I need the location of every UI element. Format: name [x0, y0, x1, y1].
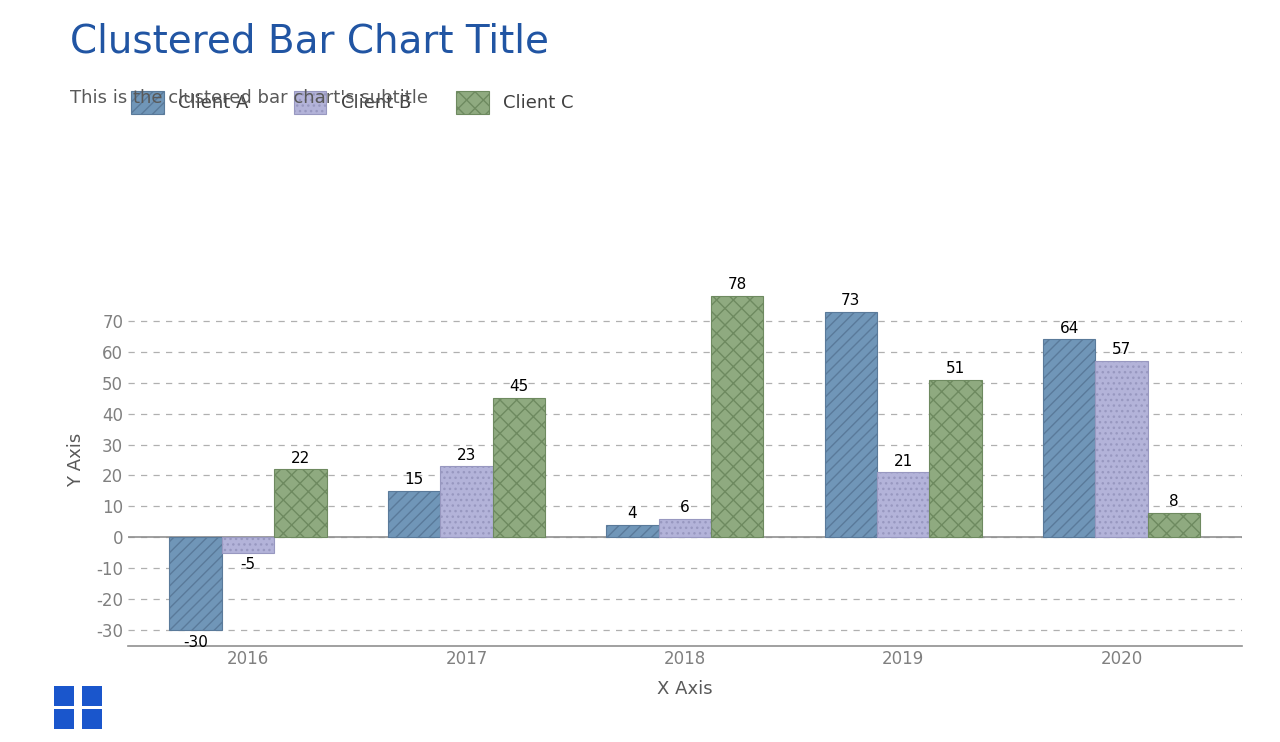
Text: -30: -30 [183, 634, 209, 650]
Text: 45: 45 [509, 379, 529, 395]
Bar [710, 296, 763, 537]
Bar [607, 525, 659, 537]
Text: 4: 4 [627, 506, 637, 521]
Text: -5: -5 [241, 557, 256, 572]
Text: 6: 6 [680, 500, 690, 515]
Text: 23: 23 [457, 447, 476, 462]
Bar [1043, 339, 1096, 537]
Text: 8: 8 [1169, 494, 1179, 509]
Bar [1096, 361, 1148, 537]
Text: Clustered Bar Chart Title: Clustered Bar Chart Title [70, 22, 549, 60]
Text: This is the clustered bar chart's subtitle: This is the clustered bar chart's subtit… [70, 89, 429, 107]
Bar [169, 537, 221, 630]
Bar [659, 519, 710, 537]
Bar [221, 537, 274, 553]
Bar [493, 398, 545, 537]
Text: 78: 78 [727, 278, 746, 292]
Bar [824, 312, 877, 537]
Text: 21: 21 [893, 453, 913, 469]
Text: 51: 51 [946, 361, 965, 376]
X-axis label: X Axis: X Axis [657, 680, 713, 697]
Text: 64: 64 [1060, 321, 1079, 335]
Text: 15: 15 [404, 472, 424, 487]
Legend: Client A, Client B, Client C: Client A, Client B, Client C [132, 91, 573, 114]
Y-axis label: Y Axis: Y Axis [67, 433, 84, 487]
Bar [929, 380, 982, 537]
Bar [440, 466, 493, 537]
Text: 57: 57 [1112, 342, 1132, 358]
Bar [274, 469, 326, 537]
Text: 73: 73 [841, 293, 860, 308]
Bar [1148, 513, 1201, 537]
Bar [877, 473, 929, 537]
Text: 22: 22 [291, 450, 310, 466]
Bar [388, 491, 440, 537]
